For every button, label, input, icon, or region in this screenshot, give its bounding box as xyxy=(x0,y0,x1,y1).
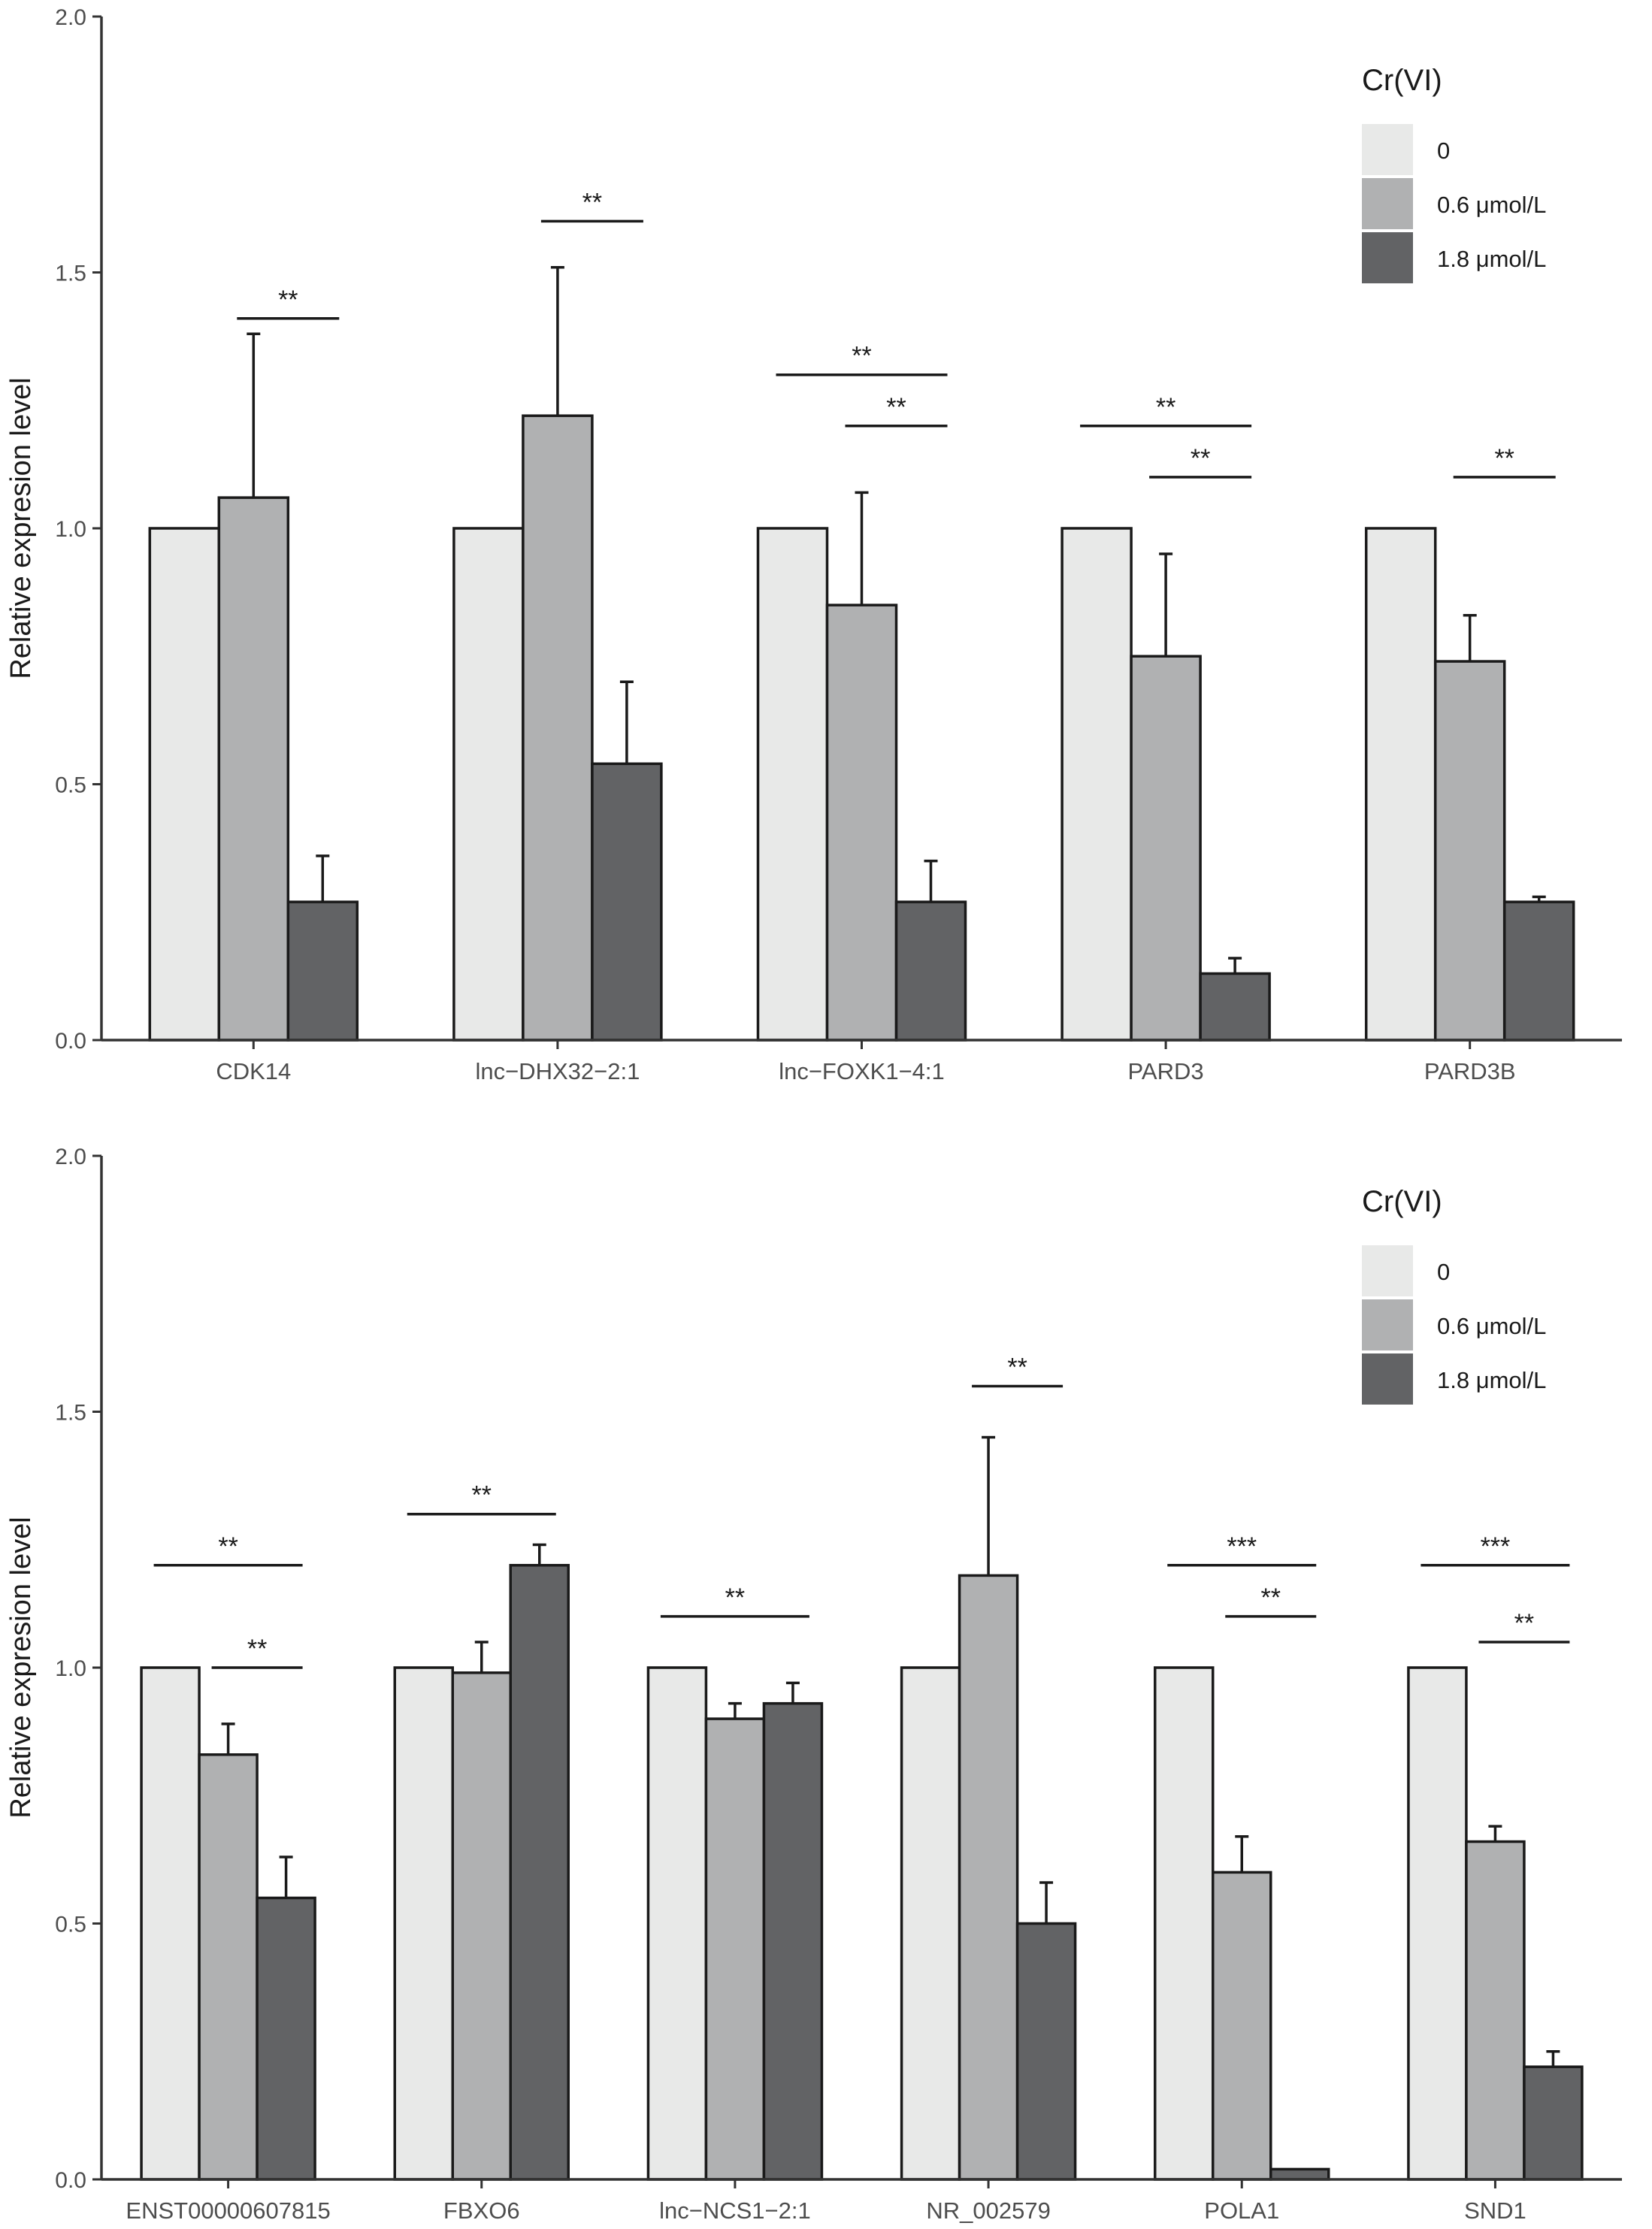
bar xyxy=(900,1666,961,2181)
significance-label: *** xyxy=(1227,1532,1257,1561)
significance-label: ** xyxy=(725,1583,745,1612)
significance-label: ** xyxy=(852,342,871,370)
y-axis-title: Relative expresion level xyxy=(5,1517,37,1818)
bar xyxy=(509,1564,570,2181)
significance-label: ** xyxy=(472,1481,492,1510)
bar xyxy=(198,1753,259,2181)
significance-label: ** xyxy=(886,393,906,422)
bar xyxy=(1015,1922,1077,2181)
category-label: FBXO6 xyxy=(443,2197,520,2224)
bar xyxy=(1523,2065,1584,2181)
significance-label: ** xyxy=(582,188,602,216)
significance-label: ** xyxy=(1514,1609,1534,1638)
significance-label: ** xyxy=(218,1532,238,1561)
category-label: PARD3 xyxy=(1128,1058,1204,1084)
category-label: CDK14 xyxy=(216,1058,291,1084)
category-label: ENST00000607815 xyxy=(126,2197,330,2224)
chart-panel-2: 0.0 0.5 1.0 1.5 2.0 ENST00000607815 FBXO6 lnc−N… xyxy=(5,1145,1622,2224)
chart-panel-1: 0.0 0.5 1.0 1.5 2.0 CDK14 lnc−DHX32−2:1 lnc−FOX… xyxy=(5,5,1622,1084)
y-tick-label: 2.0 xyxy=(55,1145,86,1169)
category-label: PARD3B xyxy=(1424,1058,1516,1084)
significance-label: ** xyxy=(1156,393,1175,422)
legend-swatch xyxy=(1362,232,1413,283)
bar xyxy=(256,1896,316,2181)
bar xyxy=(1502,900,1575,1042)
bar xyxy=(1154,1666,1215,2181)
bar xyxy=(894,900,967,1042)
y-tick-label: 1.0 xyxy=(55,1656,86,1681)
bar xyxy=(286,900,359,1042)
legend: Cr(VI) 0 0.6 μmol/L 1.8 μmol/L xyxy=(1362,64,1546,283)
bar xyxy=(1269,2167,1330,2181)
category-label: lnc−NCS1−2:1 xyxy=(659,2197,811,2224)
legend-swatch xyxy=(1362,178,1413,229)
legend-swatch xyxy=(1362,1299,1413,1350)
significance-label: ** xyxy=(247,1635,267,1663)
y-tick-label: 0.0 xyxy=(55,2168,86,2193)
legend-title: Cr(VI) xyxy=(1362,1185,1442,1218)
bar xyxy=(1364,527,1437,1042)
bar xyxy=(762,1701,824,2181)
legend-label: 0.6 μmol/L xyxy=(1437,1313,1546,1339)
y-tick-label: 1.5 xyxy=(55,262,86,286)
y-tick-label: 1.0 xyxy=(55,517,86,542)
bar xyxy=(591,762,663,1042)
bar xyxy=(451,1671,512,2181)
bar xyxy=(958,1574,1019,2181)
legend: Cr(VI) 0 0.6 μmol/L 1.8 μmol/L xyxy=(1362,1185,1546,1405)
bar xyxy=(825,603,898,1042)
legend-label: 0 xyxy=(1437,1259,1450,1285)
y-axis-title: Relative expresion level xyxy=(5,377,37,679)
legend-label: 0 xyxy=(1437,138,1450,164)
bar xyxy=(148,527,221,1042)
significance-label: ** xyxy=(1261,1583,1281,1612)
bar xyxy=(704,1717,766,2181)
legend-swatch xyxy=(1362,124,1413,175)
legend-swatch xyxy=(1362,1245,1413,1296)
significance-label: ** xyxy=(1494,444,1514,473)
bar xyxy=(1199,972,1271,1042)
category-label: POLA1 xyxy=(1204,2197,1279,2224)
legend-title: Cr(VI) xyxy=(1362,64,1442,97)
significance-label: ** xyxy=(1191,444,1210,473)
bar xyxy=(1212,1871,1272,2181)
category-label: lnc−DHX32−2:1 xyxy=(475,1058,640,1084)
category-label: lnc−FOXK1−4:1 xyxy=(779,1058,945,1084)
y-tick-label: 0.0 xyxy=(55,1029,86,1054)
bar xyxy=(756,527,829,1042)
category-label: NR_002579 xyxy=(926,2197,1050,2224)
bar xyxy=(217,496,290,1042)
significance-label: ** xyxy=(278,286,298,314)
significance-label: *** xyxy=(1481,1532,1511,1561)
bar xyxy=(1060,527,1133,1042)
y-tick-label: 1.5 xyxy=(55,1401,86,1426)
y-tick-label: 0.5 xyxy=(55,773,86,798)
bar xyxy=(1465,1840,1526,2181)
bar xyxy=(1407,1666,1468,2181)
legend-label: 0.6 μmol/L xyxy=(1437,192,1546,218)
bar xyxy=(1433,660,1506,1042)
bar xyxy=(452,527,525,1042)
category-label: SND1 xyxy=(1464,2197,1526,2224)
bar xyxy=(646,1666,708,2181)
significance-label: ** xyxy=(1007,1353,1027,1381)
y-tick-label: 0.5 xyxy=(55,1913,86,1937)
legend-label: 1.8 μmol/L xyxy=(1437,246,1546,272)
bar xyxy=(140,1666,201,2181)
bar xyxy=(522,414,594,1042)
legend-label: 1.8 μmol/L xyxy=(1437,1367,1546,1393)
y-tick-label: 2.0 xyxy=(55,5,86,30)
bar xyxy=(1130,655,1202,1042)
legend-swatch xyxy=(1362,1353,1413,1405)
bar xyxy=(393,1666,454,2181)
